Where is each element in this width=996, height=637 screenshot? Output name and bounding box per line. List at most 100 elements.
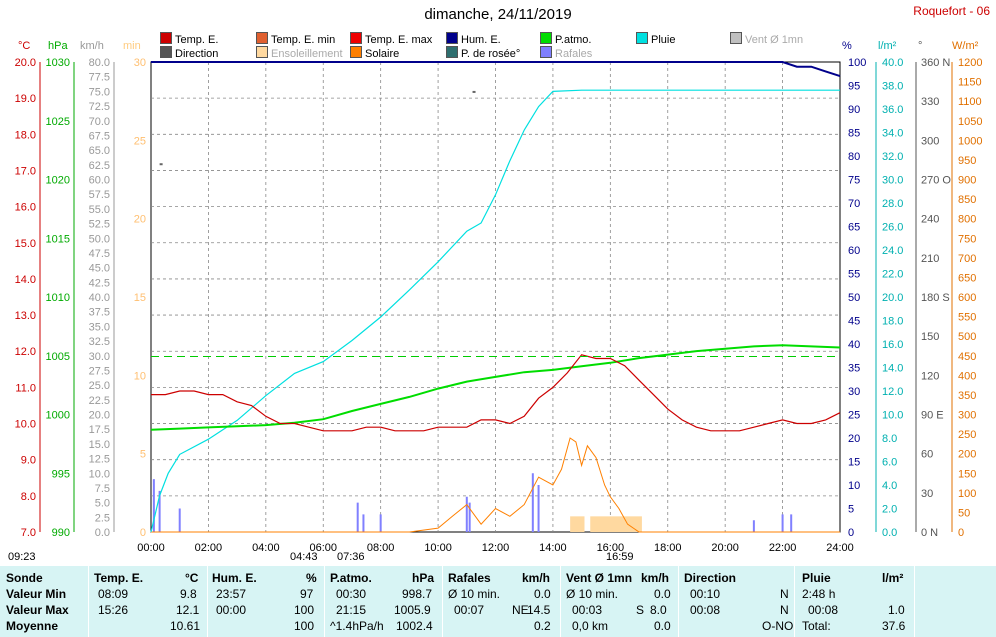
wind-head-unit: km/h: [641, 571, 670, 585]
hum-tick: 65: [848, 222, 860, 234]
hum-tick: 95: [848, 81, 860, 93]
legend-swatch: [446, 32, 458, 44]
wind-tick: 55.0: [89, 204, 110, 216]
wind-tick: 60.0: [89, 175, 110, 187]
press-max-value: 1005.9: [394, 603, 431, 617]
dir-tick: 180 S: [921, 292, 950, 304]
legend-item: Direction: [160, 46, 218, 60]
min-tick: 25: [134, 135, 146, 147]
x-tick: 14:00: [539, 542, 567, 554]
wind-10min-value: 0.0: [654, 587, 671, 601]
hum-tick: 75: [848, 175, 860, 187]
wind-tick: 50.0: [89, 233, 110, 245]
hum-tick: 25: [848, 410, 860, 422]
temp-max-time: 15:26: [98, 603, 129, 617]
temp-tick: 8.0: [21, 491, 36, 503]
legend-item: P.atmo.: [540, 32, 592, 46]
wind-tick: 35.0: [89, 321, 110, 333]
pressure-line: [150, 344, 841, 431]
rain-total-label: Total:: [802, 619, 831, 633]
dir-min-value: N: [780, 587, 789, 601]
solar-tick: 200: [958, 449, 976, 461]
solar-tick: 800: [958, 214, 976, 226]
rain-tick: 0.0: [882, 527, 897, 539]
press-tick: 1010: [46, 292, 70, 304]
temp-tick: 10.0: [15, 419, 36, 431]
legend-swatch: [636, 32, 648, 44]
solar-tick: 600: [958, 292, 976, 304]
humidity-line: [151, 61, 841, 78]
wind-tick: 72.5: [89, 101, 110, 113]
solar-tick: 300: [958, 410, 976, 422]
chart-title: dimanche, 24/11/2019: [424, 6, 572, 23]
legend-item: Temp. E. min: [256, 32, 335, 46]
x-tick: 04:00: [252, 542, 280, 554]
temp-min-time: 08:09: [98, 587, 129, 601]
legend-swatch: [256, 46, 268, 58]
gust-bar: [465, 496, 468, 532]
rain-tick: 36.0: [882, 104, 903, 116]
solar-tick: 700: [958, 253, 976, 265]
rain-tick: 16.0: [882, 339, 903, 351]
dir-tick: 90 E: [921, 410, 944, 422]
hum-tick: 100: [848, 57, 866, 69]
solar-tick: 100: [958, 488, 976, 500]
x-tick: 10:00: [424, 542, 452, 554]
min-tick: 15: [134, 292, 146, 304]
dir-max-value: N: [780, 603, 789, 617]
rain-tick: 10.0: [882, 410, 903, 422]
wind-tick: 65.0: [89, 145, 110, 157]
press-tick: 1030: [46, 57, 70, 69]
legend-label: P. de rosée°: [461, 48, 521, 60]
row-label-avg: Moyenne: [6, 619, 59, 633]
gust-max-dir: NE: [512, 603, 529, 617]
gust-bar: [379, 514, 382, 532]
wind-tick: 42.5: [89, 277, 110, 289]
hum-max-value: 100: [294, 603, 315, 617]
dir-tick: 240: [921, 214, 939, 226]
solar-tick: 450: [958, 351, 976, 363]
x-tick: 08:00: [367, 542, 395, 554]
rain-tick: 28.0: [882, 198, 903, 210]
solar-tick: 550: [958, 312, 976, 324]
dir-tick: 300: [921, 135, 939, 147]
x-tick: 24:00: [826, 542, 854, 554]
dir-tick: 360 N: [921, 57, 950, 69]
gust-bar: [752, 520, 755, 532]
min-tick: 5: [140, 449, 146, 461]
press-head-unit: hPa: [412, 571, 435, 585]
wind-10min-label: Ø 10 min.: [566, 587, 619, 601]
hum-tick: 40: [848, 339, 860, 351]
legend-label: Temp. E.: [175, 34, 219, 46]
hum-tick: 45: [848, 316, 860, 328]
wind-tick: 40.0: [89, 292, 110, 304]
dir-tick: 120: [921, 370, 939, 382]
hum-tick: 0: [848, 527, 854, 539]
wind-tick: 62.5: [89, 160, 110, 172]
solar-tick: 950: [958, 155, 976, 167]
press-unit: hPa: [48, 40, 68, 52]
legend-label: P.atmo.: [555, 34, 592, 46]
rain-duration: 2:48 h: [802, 587, 836, 601]
wind-tick: 45.0: [89, 263, 110, 275]
press-tick: 1005: [46, 351, 70, 363]
wind-tick: 32.5: [89, 336, 110, 348]
press-tick: 1020: [46, 175, 70, 187]
legend-swatch: [350, 32, 362, 44]
legend-swatch: [540, 32, 552, 44]
wind-unit: km/h: [80, 40, 104, 52]
x-tick: 02:00: [195, 542, 223, 554]
hum-head-unit: %: [306, 571, 317, 585]
rain-tick: 20.0: [882, 292, 903, 304]
press-head: P.atmo.: [330, 571, 372, 585]
temp-tick: 9.0: [21, 455, 36, 467]
legend-swatch: [540, 46, 552, 58]
wind-tick: 0.0: [95, 527, 110, 539]
solar-tick: 0: [958, 527, 964, 539]
press-min-time: 00:30: [336, 587, 367, 601]
x-tick: 06:00: [309, 542, 337, 554]
gust-bar: [531, 473, 534, 532]
wind-tick: 77.5: [89, 72, 110, 84]
gust-bar: [781, 514, 784, 532]
legend-swatch: [730, 32, 742, 44]
